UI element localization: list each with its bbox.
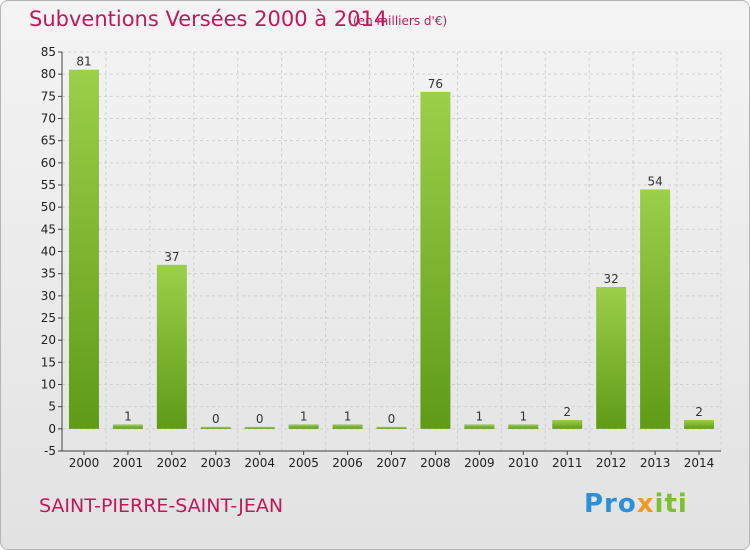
data-label-2012: 32 [604,272,619,286]
x-tick-label: 2008 [420,456,451,470]
y-tick-label: 70 [41,112,56,126]
data-label-2010: 1 [519,409,527,423]
data-label-2002: 37 [164,250,179,264]
data-label-2005: 1 [300,409,308,423]
commune-name: SAINT-PIERRE-SAINT-JEAN [39,495,284,517]
bar-2001 [112,424,143,429]
y-tick-label: 75 [41,89,56,103]
y-tick-label: 35 [41,267,56,281]
data-label-2008: 76 [428,77,443,91]
x-tick-label: 2006 [332,456,363,470]
y-tick-label: 60 [41,156,56,170]
x-tick-label: 2001 [113,456,144,470]
bar-2009 [464,424,495,429]
data-label-2003: 0 [212,412,220,426]
x-tick-label: 2005 [288,456,319,470]
logo-part-3: iti [654,489,688,519]
bar-2003 [200,426,231,429]
data-label-2014: 2 [695,405,703,419]
y-tick-label: 65 [41,134,56,148]
y-tick-label: 0 [48,422,56,436]
x-tick-label: 2000 [69,456,100,470]
y-tick-label: 85 [41,45,56,59]
bar-2014 [684,419,715,429]
bar-2004 [244,426,275,429]
x-tick-label: 2009 [464,456,495,470]
bar-2006 [332,424,363,429]
bars [68,69,715,429]
data-labels: 81 1 37 0 0 1 1 0 76 1 1 2 32 54 2 [76,55,703,426]
x-tick-label: 2014 [684,456,715,470]
x-tick-label: 2007 [376,456,407,470]
y-tick-label: 5 [48,400,56,414]
y-tick-label: 25 [41,311,56,325]
bar-2002 [156,264,187,429]
x-tick-label: 2012 [596,456,627,470]
logo-part-1: Pro [584,489,637,519]
chart-units: (en milliers d'€) [353,14,448,28]
y-tick-label: 20 [41,333,56,347]
data-label-2009: 1 [476,409,484,423]
y-tick-label: -5 [44,444,56,458]
bar-2012 [596,286,627,429]
data-label-2006: 1 [344,409,352,423]
data-label-2000: 81 [76,55,91,69]
y-tick-label: 80 [41,67,56,81]
data-label-2011: 2 [563,405,571,419]
bar-2010 [508,424,539,429]
data-label-2004: 0 [256,412,264,426]
bar-2008 [420,91,451,429]
bar-2000 [68,69,99,429]
y-tick-label: 10 [41,378,56,392]
y-tick-label: 50 [41,200,56,214]
data-label-2013: 54 [647,174,662,188]
y-tick-label: 45 [41,222,56,236]
y-tick-label: 15 [41,355,56,369]
axes: -505101520253035404550556065707580852000… [41,45,721,470]
x-tick-label: 2003 [200,456,231,470]
x-tick-label: 2013 [640,456,671,470]
x-tick-label: 2010 [508,456,539,470]
bar-2013 [640,189,671,429]
x-tick-label: 2002 [157,456,188,470]
bar-2005 [288,424,319,429]
data-label-2001: 1 [124,409,132,423]
data-label-2007: 0 [388,412,396,426]
proxiti-logo[interactable]: Proxiti [584,489,688,519]
bar-2007 [376,426,407,429]
logo-part-2: x [636,489,655,519]
y-tick-label: 40 [41,245,56,259]
x-tick-label: 2011 [552,456,583,470]
y-tick-label: 55 [41,178,56,192]
chart-title: Subventions Versées 2000 à 2014 [29,7,388,31]
y-tick-label: 30 [41,289,56,303]
x-tick-label: 2004 [244,456,275,470]
bar-2011 [552,419,583,429]
